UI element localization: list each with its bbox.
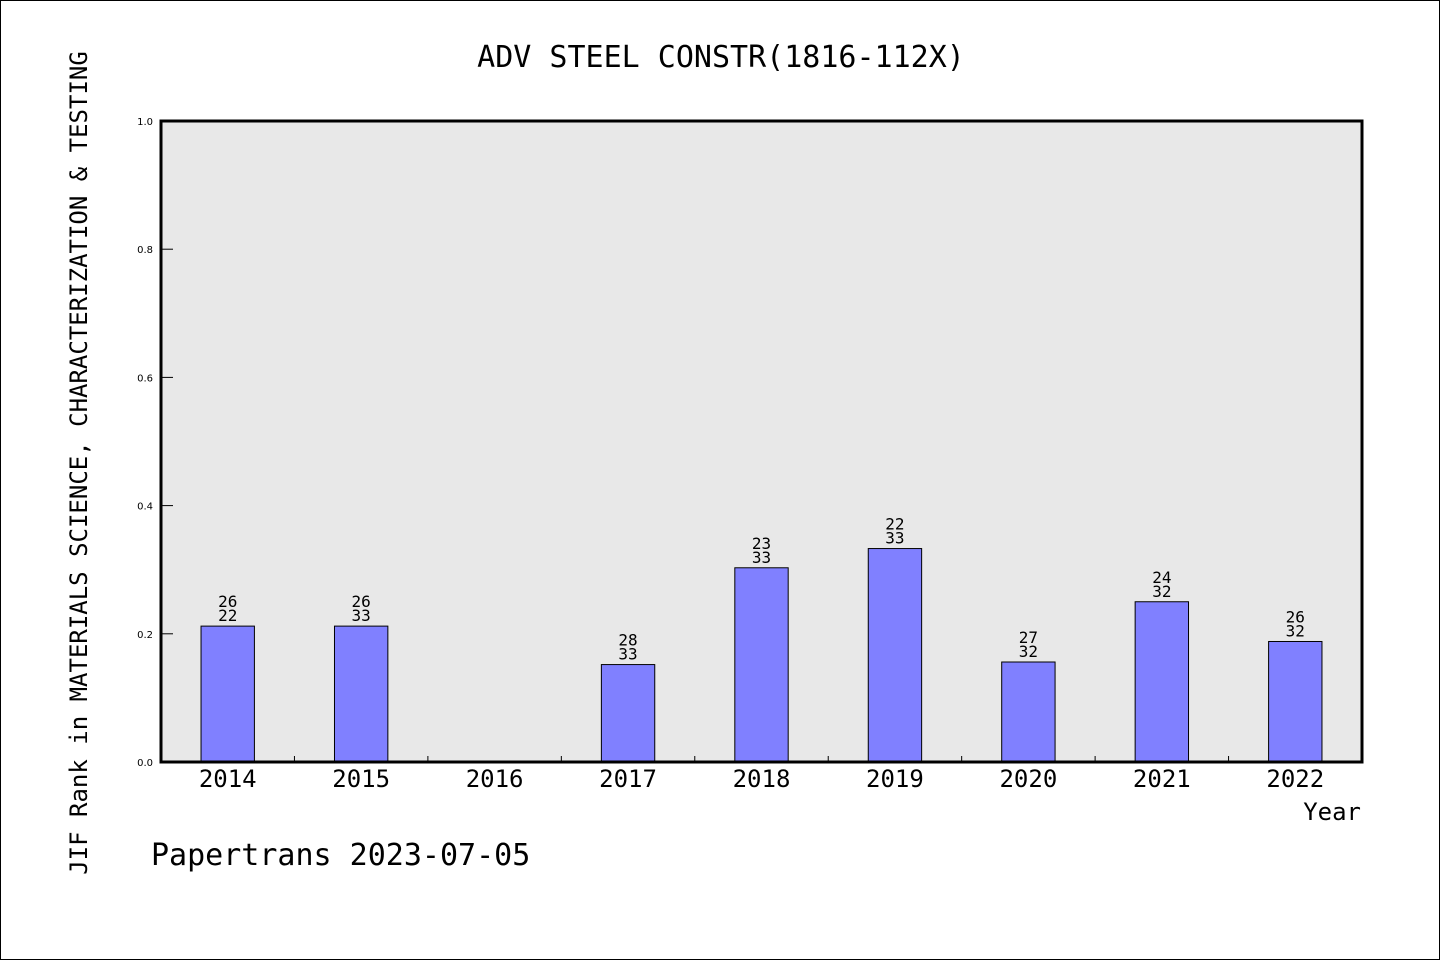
data-label-rank-2014: 26 (218, 592, 237, 611)
x-tick-label-2016: 2016 (466, 765, 524, 793)
data-label-total-2017: 33 (618, 645, 637, 664)
plot-border (159, 119, 1364, 764)
bar-2020 (1001, 661, 1056, 763)
data-label-total-2014: 22 (218, 606, 237, 625)
x-tick-label-2021: 2021 (1133, 765, 1191, 793)
x-tick-label-2014: 2014 (199, 765, 257, 793)
y-tick-label: 0.0 (137, 758, 153, 769)
bars-group (200, 548, 1323, 763)
data-label-total-2021: 32 (1152, 582, 1171, 601)
data-label-total-2019: 33 (885, 529, 904, 548)
y-tick-label: 0.2 (137, 630, 153, 641)
bar-2021 (1134, 601, 1190, 763)
data-label-total-2022: 32 (1286, 621, 1305, 640)
x-tick-label-2018: 2018 (733, 765, 791, 793)
x-tick-label-2015: 2015 (332, 765, 390, 793)
data-label-rank-2015: 26 (352, 592, 371, 611)
data-label-total-2015: 33 (352, 606, 371, 625)
y-tick-label: 1.0 (137, 117, 153, 128)
x-axis-label: Year (1303, 798, 1361, 826)
x-tick-label-2019: 2019 (866, 765, 924, 793)
data-label-rank-2021: 24 (1152, 568, 1171, 587)
x-tick-label-2022: 2022 (1266, 765, 1324, 793)
bar-2015 (333, 625, 389, 763)
data-label-total-2018: 33 (752, 548, 771, 567)
y-axis-label: JIF Rank in MATERIALS SCIENCE, CHARACTER… (65, 51, 93, 875)
bar-2017 (600, 664, 656, 763)
x-tick-label-2020: 2020 (999, 765, 1057, 793)
y-tick-label: 0.4 (137, 502, 153, 513)
data-label-rank-2017: 28 (618, 631, 637, 650)
footer-text: Papertrans 2023-07-05 (151, 838, 530, 873)
data-label-rank-2022: 26 (1286, 607, 1305, 626)
bar-2018 (734, 567, 789, 763)
bar-2022 (1268, 640, 1323, 763)
data-label-total-2020: 32 (1019, 642, 1038, 661)
x-tick-label-2017: 2017 (599, 765, 657, 793)
data-label-rank-2019: 22 (885, 515, 904, 534)
data-label-rank-2020: 27 (1019, 628, 1038, 647)
bar-2014 (200, 625, 255, 763)
chart-title: ADV STEEL CONSTR(1816-112X) (477, 40, 965, 75)
y-tick-label: 0.8 (137, 245, 153, 256)
x-ticks-group: 2014 2015 2016 2017 2018 2019 2020 2021 2022 (199, 756, 1324, 793)
data-label-rank-2018: 23 (752, 534, 771, 553)
bar-2019 (867, 548, 923, 763)
y-tick-label: 0.6 (137, 373, 153, 384)
